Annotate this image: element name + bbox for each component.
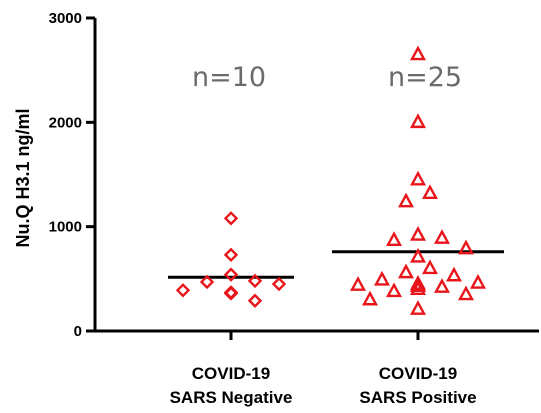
y-ticks: 0 1000 2000 3000	[49, 10, 95, 340]
data-points	[175, 45, 486, 315]
data-point-diamond	[223, 211, 239, 226]
data-point-diamond	[271, 276, 287, 292]
data-point-triangle	[398, 192, 414, 208]
data-point-diamond	[223, 247, 239, 263]
data-point-triangle	[470, 273, 486, 289]
data-point-triangle	[410, 225, 426, 241]
data-point-triangle	[434, 278, 450, 293]
x-tick-label: COVID-19	[192, 364, 270, 383]
data-point-triangle	[398, 263, 414, 279]
y-tick-label: 3000	[49, 10, 82, 27]
data-point-triangle	[422, 259, 438, 275]
x-tick-label: SARS Positive	[359, 388, 476, 407]
data-point-triangle	[458, 239, 474, 255]
data-point-diamond	[247, 273, 263, 289]
data-point-diamond	[199, 274, 215, 290]
data-point-triangle	[410, 170, 426, 186]
sample-size-label: n=10	[192, 62, 266, 93]
x-ticks: COVID-19 SARS Negative COVID-19 SARS Positi…	[170, 331, 477, 407]
data-point-triangle	[374, 270, 390, 286]
y-axis-title: Nu.Q H3.1 ng/ml	[13, 108, 33, 247]
y-tick-label: 2000	[49, 114, 82, 131]
data-point-triangle	[386, 231, 402, 246]
data-point-triangle	[410, 300, 426, 315]
data-point-triangle	[410, 45, 426, 61]
data-point-triangle	[410, 280, 426, 296]
data-point-triangle	[410, 277, 426, 292]
x-tick-label: SARS Negative	[170, 388, 293, 407]
data-point-triangle	[410, 247, 426, 263]
axes	[93, 18, 539, 333]
data-point-diamond	[223, 267, 239, 282]
data-point-diamond	[223, 286, 239, 301]
data-point-triangle	[386, 282, 402, 298]
data-point-triangle	[434, 229, 450, 244]
data-point-triangle	[446, 266, 462, 282]
sample-size-label: n=25	[388, 62, 462, 93]
data-point-diamond	[175, 283, 191, 298]
data-point-triangle	[410, 113, 426, 129]
x-tick-label: COVID-19	[379, 364, 457, 383]
y-tick-label: 0	[74, 323, 82, 340]
data-point-diamond	[247, 293, 263, 308]
median-lines	[168, 250, 504, 279]
data-point-triangle	[350, 276, 366, 291]
y-tick-label: 1000	[49, 219, 82, 236]
data-point-triangle	[458, 285, 474, 301]
data-point-triangle	[422, 184, 438, 200]
data-point-triangle	[362, 290, 378, 306]
annotations: n=10 n=25	[192, 62, 462, 93]
